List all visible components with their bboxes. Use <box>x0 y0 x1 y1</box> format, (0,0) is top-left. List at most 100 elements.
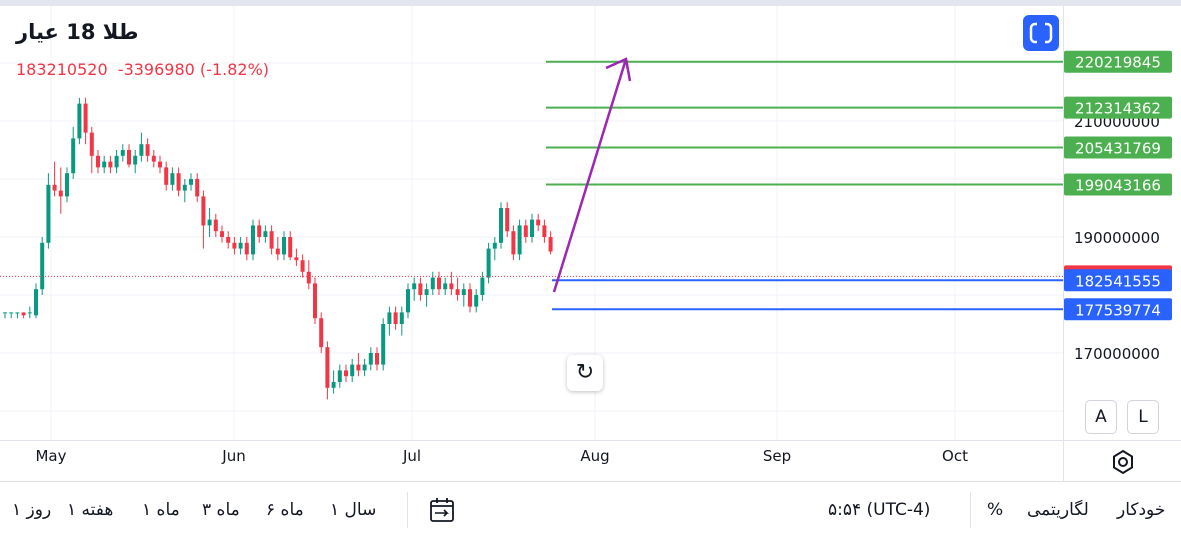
symbol-title: طلا 18 عیار <box>16 20 139 44</box>
candle-body <box>189 179 193 185</box>
candle-body <box>176 173 181 191</box>
candle-body <box>71 138 76 174</box>
candle-body <box>430 277 435 290</box>
x-tick-label: Sep <box>763 447 791 465</box>
candle-body <box>108 161 113 168</box>
candle-body <box>201 196 206 226</box>
reset-chart-button[interactable]: ↻ <box>567 355 603 391</box>
percent-toggle[interactable]: % <box>987 500 1004 520</box>
candle-body <box>412 283 417 290</box>
range-1w[interactable]: ۱ هفته <box>67 500 114 520</box>
log-scale-button[interactable]: L <box>1127 400 1159 434</box>
last-price-value: 183210520 <box>16 60 108 79</box>
change-value: -3396980 <box>117 60 195 79</box>
candle-body <box>499 208 503 243</box>
candle-body <box>548 237 553 252</box>
candle-body <box>449 283 454 290</box>
candle-body <box>325 347 330 388</box>
candle-body <box>133 155 138 165</box>
bottom-toolbar: ۱ روز ۱ هفته ۱ ماه ۳ ماه ۶ ماه ۱ سال ۵:۵… <box>0 482 1181 540</box>
candle-body <box>381 324 386 365</box>
candle-body <box>263 231 268 237</box>
log-toggle[interactable]: لگاریتمی <box>1027 500 1089 520</box>
x-tick-label: Aug <box>580 447 609 465</box>
top-strip <box>0 0 1181 6</box>
candle-body <box>151 155 156 162</box>
candle-body <box>77 103 82 139</box>
candle-body <box>523 225 528 237</box>
candle-body <box>27 312 32 314</box>
candle-body <box>319 318 324 348</box>
auto-toggle[interactable]: خودکار <box>1117 500 1166 520</box>
candle-body <box>492 242 497 249</box>
candle-body <box>114 155 119 168</box>
candle-body <box>542 225 547 237</box>
candle-body <box>195 179 200 197</box>
resistance-price-label-bg <box>1064 173 1172 196</box>
candle-body <box>530 219 534 237</box>
candle-body <box>480 277 485 295</box>
candle-body <box>393 312 398 324</box>
candle-body <box>127 150 131 165</box>
chart-settings-button[interactable] <box>1108 447 1138 477</box>
candle-body <box>145 144 150 156</box>
candle-body <box>331 382 336 388</box>
candle-body <box>120 150 125 156</box>
resistance-price-label: 212314362 <box>1075 100 1161 118</box>
settings-icon <box>1113 449 1133 475</box>
range-1y[interactable]: ۱ سال <box>330 500 377 520</box>
support-price-label: 177539774 <box>1075 301 1161 319</box>
candle-body <box>306 271 311 284</box>
candle-body <box>350 364 355 377</box>
candle-body <box>517 225 522 255</box>
clock-time[interactable]: ۵:۵۴ (UTC-4) <box>828 500 931 520</box>
x-tick-label: May <box>35 447 66 465</box>
x-tick-label: Oct <box>942 447 968 465</box>
candle-body <box>52 184 57 191</box>
candle-body <box>34 289 38 316</box>
time-scale-border <box>0 440 1181 441</box>
candle-body <box>536 219 541 226</box>
candle-body <box>362 364 367 371</box>
candle-body <box>207 219 212 226</box>
candle-body <box>257 225 262 237</box>
candle-body <box>313 283 317 319</box>
candle-body <box>96 155 100 168</box>
range-6m[interactable]: ۶ ماه <box>266 500 304 520</box>
candle-body <box>337 370 342 382</box>
toolbar-separator <box>970 492 971 528</box>
candle-body <box>505 208 510 232</box>
candle-body <box>40 242 45 290</box>
range-1d[interactable]: ۱ روز <box>12 500 52 520</box>
candle-body <box>220 231 224 237</box>
candle-body <box>65 173 69 197</box>
range-3m[interactable]: ۳ ماه <box>202 500 240 520</box>
candle-body <box>511 231 516 255</box>
candle-body <box>424 289 429 295</box>
resistance-price-label-bg <box>1064 50 1172 73</box>
go-to-date-icon[interactable] <box>426 494 458 526</box>
resistance-price-label-bg <box>1064 96 1172 119</box>
candle-body <box>251 225 255 255</box>
resistance-price-label-bg <box>1064 136 1172 159</box>
candle-body <box>406 289 410 313</box>
candle-body <box>418 283 423 295</box>
candle-body <box>164 167 169 185</box>
candle-body <box>102 161 107 168</box>
support-price-label: 182541555 <box>1075 272 1161 290</box>
candle-body <box>356 364 361 371</box>
quote-line: 183210520 -3396980 (-1.82%) <box>16 60 269 79</box>
auto-scale-button[interactable]: A <box>1085 400 1117 434</box>
candle-body <box>282 237 286 255</box>
candle-body <box>182 184 187 191</box>
fullscreen-button[interactable] <box>1023 15 1059 51</box>
y-tick-label: 170000000 <box>1074 345 1160 363</box>
chart-area[interactable]: 170000000 190000000 210000000 May Jun Jul Aug S… <box>0 6 1181 481</box>
candle-body <box>294 257 299 261</box>
x-tick-label: Jul <box>402 447 421 465</box>
range-1m[interactable]: ۱ ماه <box>142 500 180 520</box>
candle-body <box>288 237 293 258</box>
resistance-price-label: 205431769 <box>1075 139 1161 157</box>
candle-body <box>461 289 466 295</box>
